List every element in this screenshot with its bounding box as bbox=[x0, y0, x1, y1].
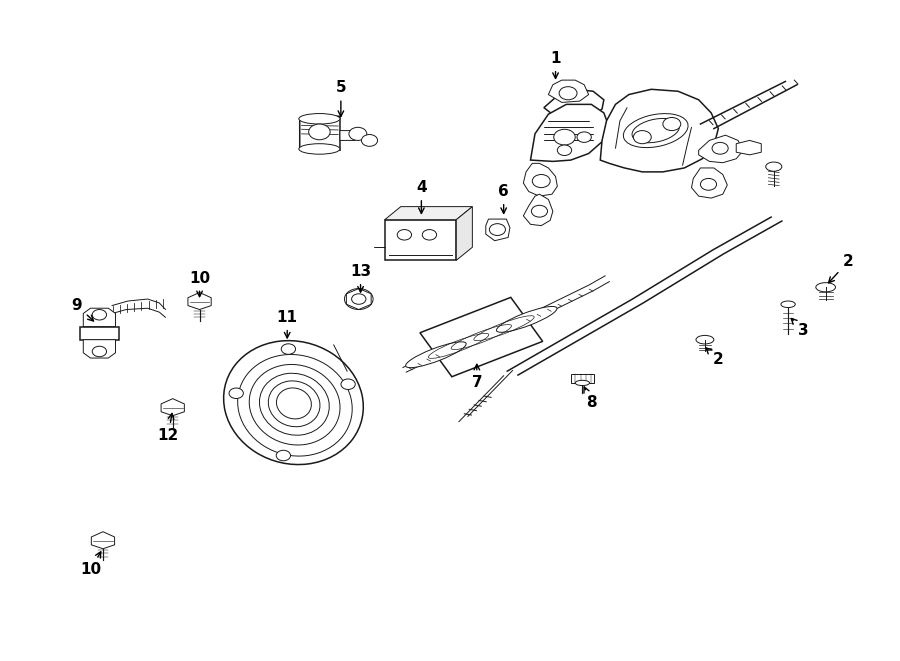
Text: 11: 11 bbox=[276, 310, 298, 338]
Circle shape bbox=[712, 142, 728, 154]
Circle shape bbox=[276, 450, 291, 461]
Circle shape bbox=[92, 309, 106, 320]
Circle shape bbox=[577, 132, 591, 142]
Text: 8: 8 bbox=[584, 387, 597, 410]
Ellipse shape bbox=[624, 114, 688, 147]
Polygon shape bbox=[571, 373, 594, 383]
Polygon shape bbox=[84, 340, 115, 358]
Text: 2: 2 bbox=[829, 254, 853, 283]
Circle shape bbox=[557, 145, 572, 155]
Ellipse shape bbox=[632, 118, 680, 143]
Polygon shape bbox=[548, 80, 589, 102]
Polygon shape bbox=[384, 207, 473, 219]
Circle shape bbox=[309, 124, 330, 139]
Polygon shape bbox=[300, 116, 340, 150]
Text: 3: 3 bbox=[791, 319, 808, 338]
Circle shape bbox=[352, 293, 366, 304]
Text: 12: 12 bbox=[158, 413, 179, 443]
Polygon shape bbox=[456, 207, 472, 260]
Circle shape bbox=[230, 388, 243, 399]
Circle shape bbox=[92, 346, 106, 357]
Ellipse shape bbox=[299, 114, 340, 124]
Text: 10: 10 bbox=[189, 270, 210, 297]
Text: 1: 1 bbox=[550, 51, 561, 79]
Text: 5: 5 bbox=[336, 81, 346, 116]
Polygon shape bbox=[736, 140, 761, 155]
Polygon shape bbox=[544, 89, 604, 121]
Ellipse shape bbox=[781, 301, 796, 307]
Ellipse shape bbox=[497, 307, 557, 332]
Polygon shape bbox=[84, 308, 115, 327]
Polygon shape bbox=[691, 168, 727, 198]
Polygon shape bbox=[420, 297, 543, 377]
Text: 9: 9 bbox=[72, 298, 94, 321]
Circle shape bbox=[700, 178, 716, 190]
Circle shape bbox=[341, 379, 356, 389]
Ellipse shape bbox=[575, 380, 590, 385]
Circle shape bbox=[532, 175, 550, 188]
Polygon shape bbox=[91, 531, 114, 549]
Text: 7: 7 bbox=[472, 364, 482, 391]
Polygon shape bbox=[161, 399, 184, 416]
Polygon shape bbox=[486, 219, 510, 241]
Polygon shape bbox=[523, 194, 553, 225]
Circle shape bbox=[531, 206, 547, 217]
Ellipse shape bbox=[696, 335, 714, 344]
Ellipse shape bbox=[299, 143, 340, 154]
Circle shape bbox=[349, 128, 367, 140]
Polygon shape bbox=[384, 219, 456, 260]
Polygon shape bbox=[80, 327, 119, 340]
Circle shape bbox=[397, 229, 411, 240]
Polygon shape bbox=[530, 104, 609, 161]
Text: 4: 4 bbox=[416, 180, 427, 214]
Ellipse shape bbox=[766, 162, 782, 171]
Ellipse shape bbox=[406, 342, 466, 368]
Circle shape bbox=[490, 223, 506, 235]
Text: 10: 10 bbox=[80, 552, 101, 577]
Polygon shape bbox=[340, 131, 356, 140]
Ellipse shape bbox=[223, 340, 364, 465]
Text: 13: 13 bbox=[350, 264, 371, 292]
Polygon shape bbox=[698, 136, 743, 163]
Polygon shape bbox=[523, 163, 557, 196]
Circle shape bbox=[634, 131, 652, 143]
Circle shape bbox=[281, 344, 295, 354]
Circle shape bbox=[362, 135, 377, 146]
Circle shape bbox=[422, 229, 436, 240]
Ellipse shape bbox=[815, 283, 835, 292]
Circle shape bbox=[663, 118, 680, 131]
Circle shape bbox=[554, 130, 575, 145]
Circle shape bbox=[345, 289, 373, 309]
Polygon shape bbox=[188, 292, 212, 309]
Text: 6: 6 bbox=[499, 184, 509, 214]
Circle shape bbox=[559, 87, 577, 100]
Text: 2: 2 bbox=[706, 348, 724, 368]
Polygon shape bbox=[600, 89, 718, 172]
